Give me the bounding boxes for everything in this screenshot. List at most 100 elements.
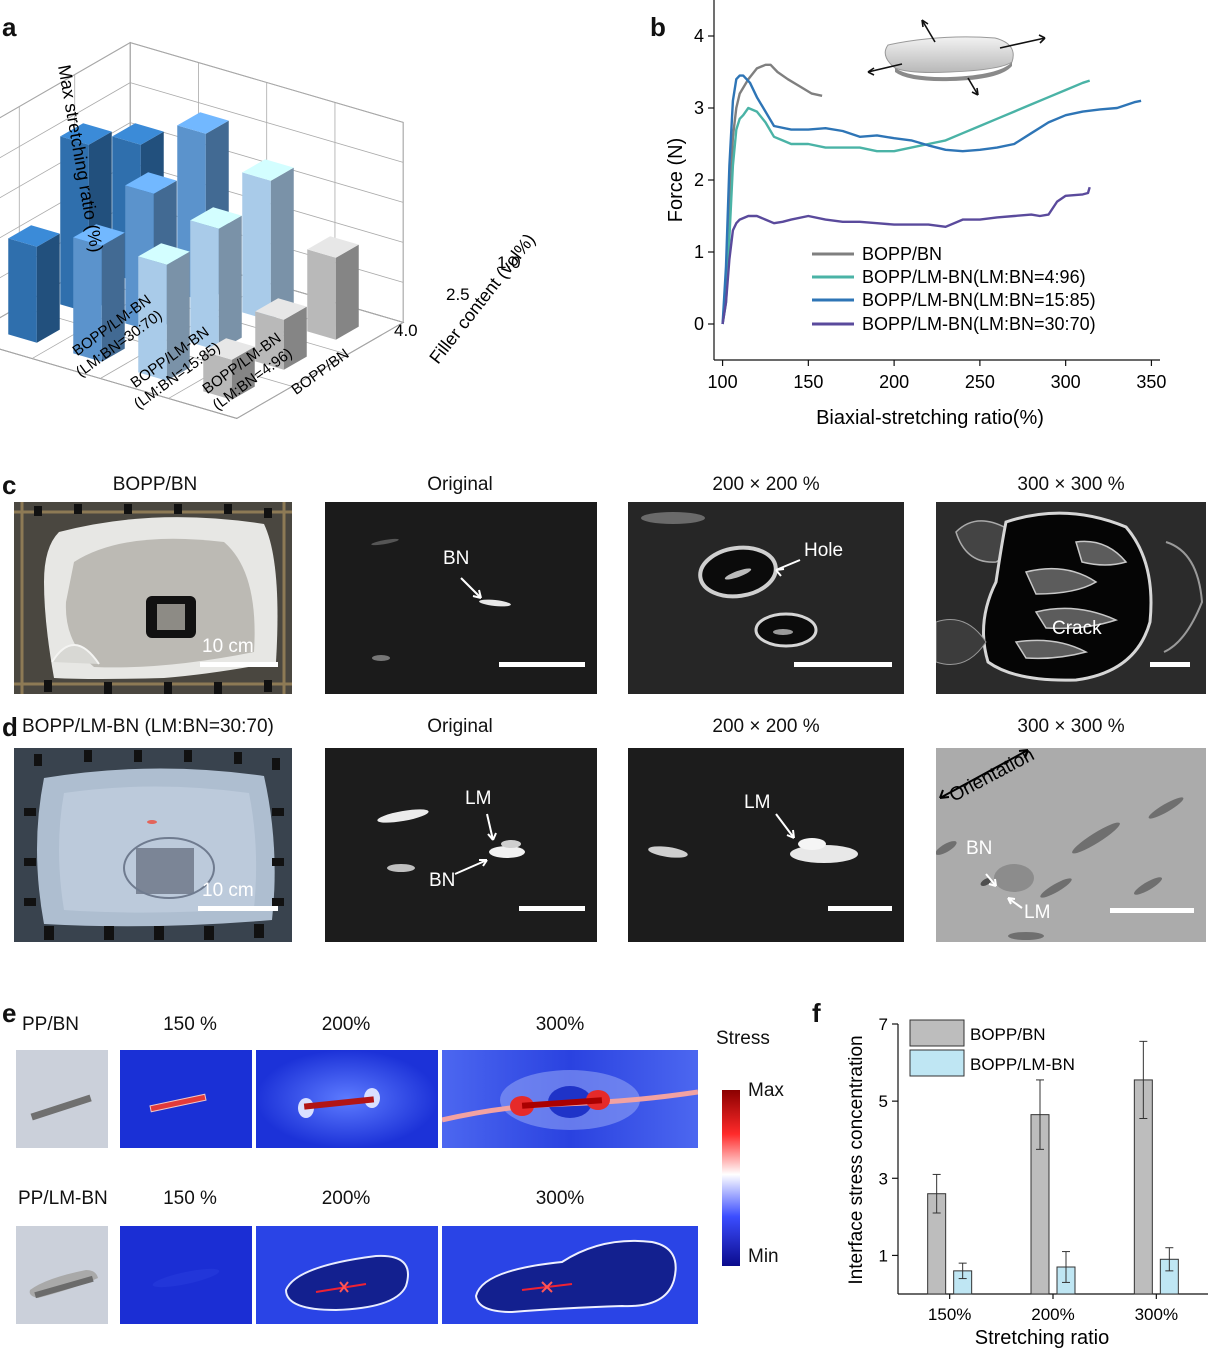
sem-annot-bn-300: BN [966,838,993,859]
b-line-series-3 [721,186,1091,325]
sem-bopp-bn-300-drawing [936,502,1206,694]
stress-legend-max: Max [748,1080,784,1101]
b-line-series-0 [721,63,823,325]
a-bar-s1-f2 [73,224,125,362]
panel-b-axes [708,0,1160,366]
a-bar-top [177,112,229,134]
a-bar-side [218,215,242,351]
sem-scalebar-c1 [499,662,585,667]
panel-a-filler-axis-label: Filler content (vol%) [425,230,539,368]
sem-bopp-bn-200: Hole [628,502,904,694]
sem-bopp-bn-original: BN [325,502,597,694]
filler-tick-2-5: 2.5 [446,285,470,304]
panel-label-a: a [2,12,17,42]
f-x-tick-150: 150% [928,1305,971,1324]
panel-a-bars [8,112,359,400]
sim-pp-bn-300-drawing [442,1050,698,1148]
panel-f-y-axis-label: Interface stress concentration [846,1035,867,1284]
panel-c-col-300: 300 × 300 % [1017,474,1125,495]
sem-annot-hole: Hole [804,540,844,561]
sem-annot-lm-300: LM [1024,902,1051,923]
a-bar-top [125,172,177,194]
panel-a-chart: 0 100 200 300 400 500 Max stretching rat… [0,41,539,419]
a-bar-top [8,225,60,247]
bopp-bn-scale-label: 10 cm [202,636,254,657]
sem-scalebar-c3 [1150,662,1190,667]
a-bar-top [60,123,112,145]
bopp-lm-bn-photo-drawing [14,748,292,942]
sim-pp-lm-bn-300-drawing [442,1226,698,1324]
a-grid-z-side [0,42,131,119]
panel-c-col-200: 200 × 200 % [712,474,820,495]
panel-e-col-150-row2: 150 % [163,1188,217,1209]
sem-annot-bn: BN [443,548,470,569]
a-bar-s3-f0 [307,236,359,340]
panel-f-bars [927,1040,1179,1295]
panel-e-col-150-row1: 150 % [163,1014,217,1035]
sem-annot-lm: LM [465,788,492,809]
panel-e-col-300-row2: 300% [535,1188,585,1209]
a-bar-top [255,298,307,320]
a-bar-front [203,351,232,400]
panel-b-chart: 100 150 200 250 300 350 0 1 2 3 4 Biaxia… [665,0,1167,429]
a-grid-floor-s [236,322,404,419]
a-bar-s0-f2 [8,225,60,343]
a-bar-front [190,220,219,351]
sim-pp-bn-200-drawing [256,1050,438,1148]
a-bar-front [255,311,284,370]
a-bar-top [73,224,125,246]
b-line-series-2 [721,74,1142,325]
y-tick-0: 0 [694,314,704,334]
panel-b-y-axis-label: Force (N) [665,138,687,222]
panel-d-col-original: Original [427,716,493,737]
f-y-tick-1: 1 [879,1246,888,1265]
a-bar-top [307,236,359,258]
sim-pp-bn-model-drawing [30,1094,92,1121]
sem-bopp-lm-bn-300: Orientation BN LM [936,748,1206,942]
a-bar-front [307,249,336,340]
b-line-series-1 [721,79,1091,325]
a-bar-s2-f1 [190,207,242,351]
sim-pp-bn-150 [120,1050,252,1148]
a-bar-front [8,238,37,343]
legend-label-15-85: BOPP/LM-BN(LM:BN=15:85) [862,290,1096,310]
panel-e-row2-label: PP/LM-BN [18,1188,108,1209]
a-bar-top [112,123,164,145]
legend-label-30-70: BOPP/LM-BN(LM:BN=30:70) [862,314,1096,334]
panel-b-y-ticks: 0 1 2 3 4 [694,26,704,334]
panel-c-col-original: Original [427,474,493,495]
stress-colorbar [722,1090,740,1266]
panel-b-x-ticks: 100 150 200 250 300 350 [708,372,1167,392]
f-x-tick-200: 200% [1031,1305,1074,1324]
a-bar-side [335,244,359,340]
a-bar-side [283,306,307,370]
bopp-bn-film-photo: 10 cm [14,502,292,694]
f-legend-label-bopp-bn: BOPP/BN [970,1025,1046,1044]
panel-d-col-200: 200 × 200 % [712,716,820,737]
sim-pp-lm-bn-200-drawing [256,1226,438,1324]
a-bar-s3-f1 [255,298,307,370]
panel-c-title: BOPP/BN [112,474,198,495]
a-bar-s2-f0 [242,159,294,321]
y-tick-2: 2 [694,170,704,190]
y-tick-1: 1 [694,242,704,262]
panel-label-c: c [2,470,17,500]
sem-bopp-bn-300: Crack [936,502,1206,694]
bopp-lm-bn-scale-label: 10 cm [202,880,254,901]
a-grid-z-side [0,82,131,159]
f-legend-label-bopp-lm-bn: BOPP/LM-BN [970,1055,1075,1074]
y-tick-3: 3 [694,98,704,118]
f-legend-swatch-bopp-bn [909,1019,965,1047]
stress-legend-title: Stress [716,1028,770,1049]
sem-bopp-lm-bn-200: LM [628,748,904,942]
a-bar-side [231,346,255,400]
sem-scalebar-d1 [519,906,585,911]
x-tick-200: 200 [879,372,909,392]
sem-annot-crack: Crack [1052,618,1102,639]
panel-d-title: BOPP/LM-BN (LM:BN=30:70) [22,716,274,737]
sim-pp-lm-bn-200 [256,1226,438,1324]
sim-pp-lm-bn-model [16,1226,108,1324]
panel-label-f: f [812,998,821,1028]
sim-pp-lm-bn-model-drawing [29,1270,98,1299]
panel-label-e: e [2,998,17,1028]
